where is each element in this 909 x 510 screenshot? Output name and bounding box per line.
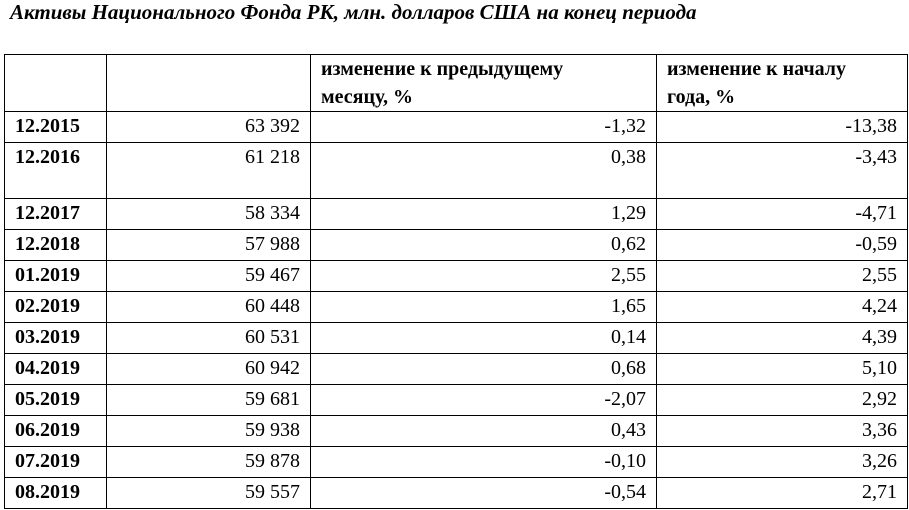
period-cell: 12.2016 bbox=[4, 142, 107, 199]
value-cell: 61 218 bbox=[106, 142, 311, 199]
value-cell: -0,10 bbox=[310, 446, 657, 478]
value-cell: 60 942 bbox=[106, 353, 311, 385]
table-row: 12.2015 63 392 -1,32 -13,38 bbox=[4, 111, 908, 143]
value-cell: 3,26 bbox=[656, 446, 908, 478]
period-cell: 05.2019 bbox=[4, 384, 107, 416]
value-cell: -3,43 bbox=[656, 142, 908, 199]
table-row: 04.2019 60 942 0,68 5,10 bbox=[4, 353, 908, 385]
value-cell: 60 448 bbox=[106, 291, 311, 323]
value-cell: -0,59 bbox=[656, 229, 908, 261]
value-cell: 59 681 bbox=[106, 384, 311, 416]
period-cell: 12.2015 bbox=[4, 111, 107, 143]
table-row: 02.2019 60 448 1,65 4,24 bbox=[4, 291, 908, 323]
header-cell bbox=[4, 54, 107, 112]
value-cell: 5,10 bbox=[656, 353, 908, 385]
value-cell: 2,92 bbox=[656, 384, 908, 416]
period-cell: 12.2017 bbox=[4, 198, 107, 230]
period-cell: 08.2019 bbox=[4, 477, 107, 509]
value-cell: -1,32 bbox=[310, 111, 657, 143]
header-cell: изменение к началу года, % bbox=[656, 54, 908, 112]
table-row: 07.2019 59 878 -0,10 3,26 bbox=[4, 446, 908, 478]
value-cell: 2,71 bbox=[656, 477, 908, 509]
period-cell: 02.2019 bbox=[4, 291, 107, 323]
value-cell: 59 878 bbox=[106, 446, 311, 478]
header-row: изменение к предыдущему месяцу, % изменен… bbox=[4, 54, 908, 112]
value-cell: 3,36 bbox=[656, 415, 908, 447]
value-cell: 1,29 bbox=[310, 198, 657, 230]
table-row: 12.2018 57 988 0,62 -0,59 bbox=[4, 229, 908, 261]
value-cell: 59 557 bbox=[106, 477, 311, 509]
value-cell: 59 467 bbox=[106, 260, 311, 292]
title: Активы Национального Фонда РК, млн. долл… bbox=[10, 0, 697, 24]
table-row: 08.2019 59 557 -0,54 2,71 bbox=[4, 477, 908, 509]
value-cell: 57 988 bbox=[106, 229, 311, 261]
value-cell: 2,55 bbox=[656, 260, 908, 292]
value-cell: 4,24 bbox=[656, 291, 908, 323]
period-cell: 06.2019 bbox=[4, 415, 107, 447]
table-row: 12.2016 61 218 0,38 -3,43 bbox=[4, 142, 908, 199]
value-cell: 2,55 bbox=[310, 260, 657, 292]
table-row: 06.2019 59 938 0,43 3,36 bbox=[4, 415, 908, 447]
data-table: изменение к предыдущему месяцу, % изменен… bbox=[4, 54, 908, 509]
value-cell: 0,68 bbox=[310, 353, 657, 385]
period-cell: 12.2018 bbox=[4, 229, 107, 261]
table-row: 03.2019 60 531 0,14 4,39 bbox=[4, 322, 908, 354]
period-cell: 03.2019 bbox=[4, 322, 107, 354]
value-cell: 60 531 bbox=[106, 322, 311, 354]
value-cell: 58 334 bbox=[106, 198, 311, 230]
table-row: 05.2019 59 681 -2,07 2,92 bbox=[4, 384, 908, 416]
value-cell: 63 392 bbox=[106, 111, 311, 143]
table-row: 12.2017 58 334 1,29 -4,71 bbox=[4, 198, 908, 230]
value-cell: 59 938 bbox=[106, 415, 311, 447]
period-cell: 07.2019 bbox=[4, 446, 107, 478]
value-cell: 4,39 bbox=[656, 322, 908, 354]
period-cell: 04.2019 bbox=[4, 353, 107, 385]
table-row: 01.2019 59 467 2,55 2,55 bbox=[4, 260, 908, 292]
value-cell: -13,38 bbox=[656, 111, 908, 143]
value-cell: -0,54 bbox=[310, 477, 657, 509]
value-cell: 0,14 bbox=[310, 322, 657, 354]
header-cell bbox=[106, 54, 311, 112]
period-cell: 01.2019 bbox=[4, 260, 107, 292]
value-cell: -4,71 bbox=[656, 198, 908, 230]
value-cell: 0,62 bbox=[310, 229, 657, 261]
value-cell: 1,65 bbox=[310, 291, 657, 323]
header-cell: изменение к предыдущему месяцу, % bbox=[310, 54, 657, 112]
value-cell: -2,07 bbox=[310, 384, 657, 416]
value-cell: 0,43 bbox=[310, 415, 657, 447]
value-cell: 0,38 bbox=[310, 142, 657, 199]
